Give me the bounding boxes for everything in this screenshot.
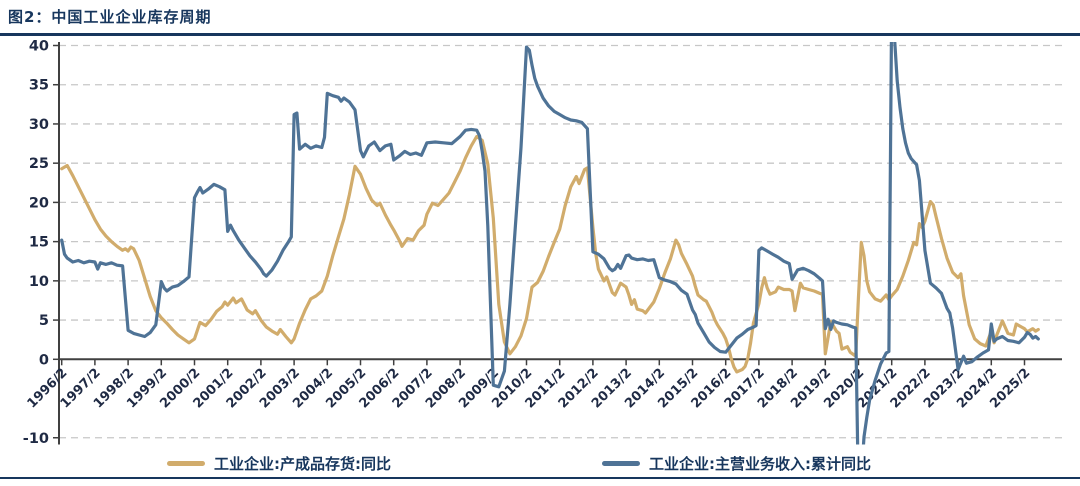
y-tick-label: 10 (29, 274, 49, 290)
y-tick-label: 25 (29, 156, 49, 172)
y-tick-label: -10 (23, 431, 49, 447)
y-tick-label: 30 (29, 117, 49, 133)
y-tick-label: 40 (29, 39, 49, 55)
figure-title: 图2：中国工业企业库存周期 (8, 8, 212, 26)
y-tick-label: 0 (39, 352, 49, 368)
inventory-line-swatch (167, 461, 205, 466)
legend-label-inventory: 工业企业:产成品存货:同比 (214, 455, 391, 473)
series-group (60, 42, 1040, 445)
title-divider (0, 33, 1080, 36)
y-tick-label: 5 (39, 313, 49, 329)
legend-label-revenue: 工业企业:主营业务收入:累计同比 (649, 455, 871, 473)
y-tick-label: 35 (29, 78, 49, 94)
revenue-series-line (60, 42, 1040, 445)
bottom-divider (0, 477, 1080, 479)
y-tick-label: 20 (29, 195, 49, 211)
inventory-series-line (60, 134, 1040, 374)
legend-item-revenue: 工业企业:主营业务收入:累计同比 (602, 453, 871, 474)
y-tick-label: 15 (29, 235, 49, 251)
revenue-line-swatch (602, 461, 640, 466)
legend-item-inventory: 工业企业:产成品存货:同比 (167, 453, 391, 474)
chart-legend: 工业企业:产成品存货:同比 工业企业:主营业务收入:累计同比 (0, 453, 1080, 475)
